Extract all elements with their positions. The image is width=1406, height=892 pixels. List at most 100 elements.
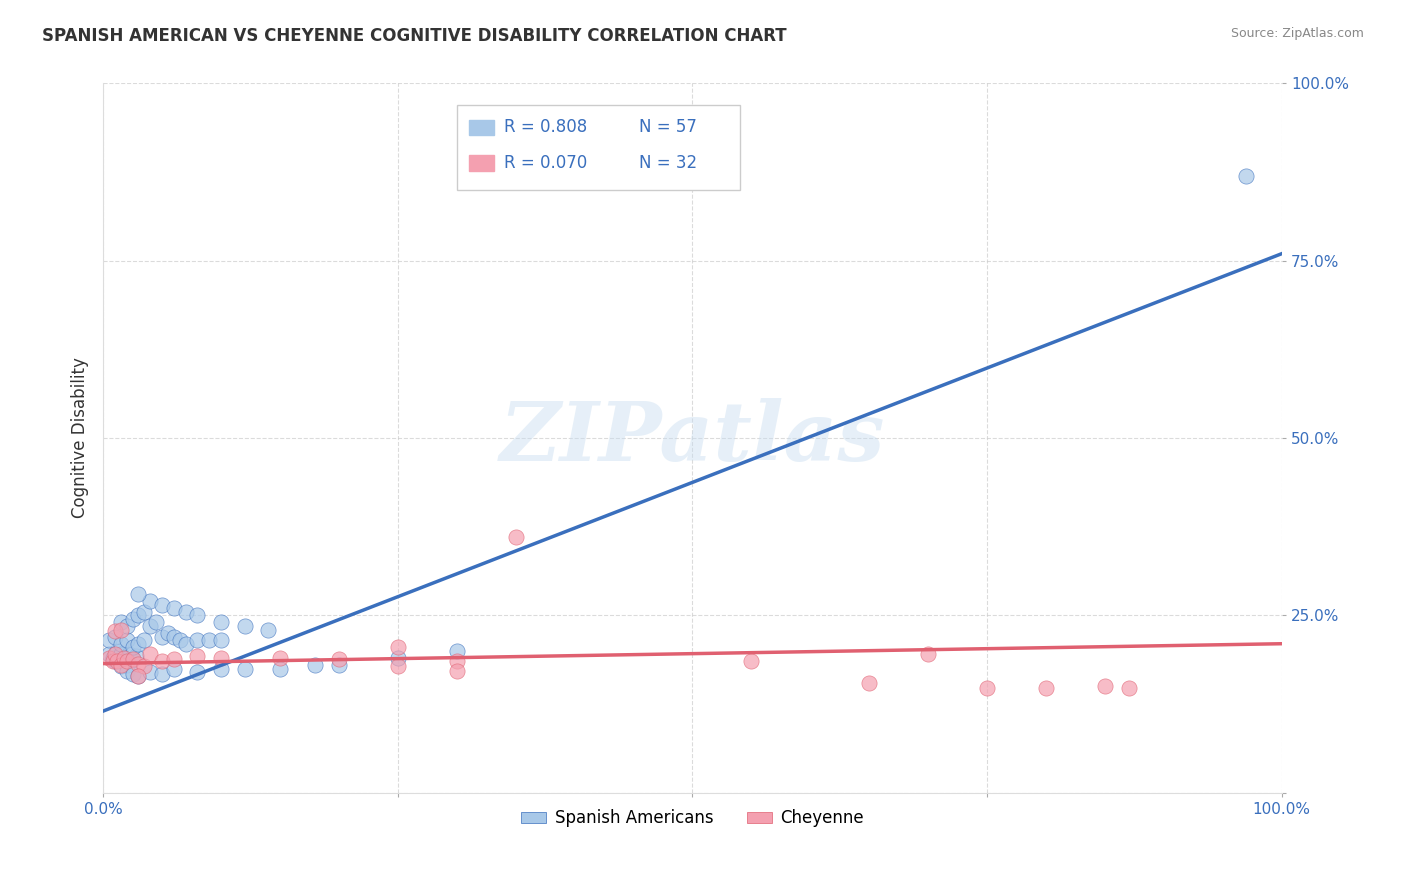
Point [1035,681,1057,695]
Point [101,655,124,669]
Point [169,633,191,648]
Point [328,652,350,666]
Point [121,652,143,666]
Point [150,655,173,669]
Bar [468,155,495,170]
Point [976,681,998,695]
Point [115,655,138,669]
Point [105,655,128,669]
Point [110,623,132,637]
Point [163,661,186,675]
Point [186,649,208,664]
Point [125,649,148,664]
Point [110,659,132,673]
Point [186,633,208,648]
Point [118,648,141,662]
Point [163,601,186,615]
Point [174,637,197,651]
Point [917,648,939,662]
Y-axis label: Cognitive Disability: Cognitive Disability [72,358,89,518]
Text: N = 57: N = 57 [640,119,697,136]
Point [121,666,143,681]
Text: ZIPatlas: ZIPatlas [499,398,886,478]
Point [387,640,409,655]
Point [110,648,132,662]
Point [139,648,162,662]
Point [446,664,468,678]
Point [740,655,762,669]
Point [209,615,232,630]
Point [198,633,221,648]
Text: SPANISH AMERICAN VS CHEYENNE COGNITIVE DISABILITY CORRELATION CHART: SPANISH AMERICAN VS CHEYENNE COGNITIVE D… [42,27,787,45]
Point [127,668,149,682]
Point [209,651,232,665]
Point [127,637,149,651]
Point [115,658,138,673]
Point [304,658,326,673]
Point [257,623,280,637]
Point [110,615,132,630]
Point [1094,679,1116,693]
Point [505,530,527,544]
Point [387,659,409,673]
Point [127,608,149,623]
Point [110,658,132,673]
Point [104,655,127,669]
Point [150,666,173,681]
Point [105,644,128,658]
Point [163,652,186,666]
Point [115,633,138,648]
Point [112,655,135,669]
Point [121,640,143,655]
Point [233,619,256,633]
Point [121,652,143,666]
Point [98,648,121,662]
Point [134,633,156,648]
Point [150,630,173,644]
Point [139,665,162,679]
Point [101,651,124,665]
Point [139,594,162,608]
Legend: Spanish Americans, Cheyenne: Spanish Americans, Cheyenne [515,803,870,834]
Text: R = 0.808: R = 0.808 [503,119,588,136]
Point [139,619,162,633]
Point [104,630,127,644]
Point [174,605,197,619]
Text: R = 0.070: R = 0.070 [503,154,588,172]
Point [186,665,208,679]
Point [127,668,149,682]
Point [269,661,291,675]
Point [209,633,232,648]
Point [209,661,232,675]
Point [269,651,291,665]
Point [858,675,880,690]
Point [134,659,156,673]
Point [150,598,173,612]
Point [110,637,132,651]
Point [446,655,468,669]
Point [127,587,149,601]
Point [134,605,156,619]
Point [112,651,135,665]
FancyBboxPatch shape [457,104,740,190]
Point [104,648,127,662]
Point [115,619,138,633]
Point [1118,681,1140,695]
Point [446,644,468,658]
Text: N = 32: N = 32 [640,154,697,172]
Point [98,633,121,648]
Point [387,651,409,665]
Point [115,664,138,678]
Point [233,661,256,675]
Point [121,612,143,626]
Point [328,658,350,673]
Point [156,626,179,640]
Point [104,624,127,638]
Bar [468,120,495,136]
Point [145,615,167,630]
Text: Source: ZipAtlas.com: Source: ZipAtlas.com [1230,27,1364,40]
Point [127,657,149,671]
Point [1236,169,1258,183]
Point [163,630,186,644]
Point [186,608,208,623]
